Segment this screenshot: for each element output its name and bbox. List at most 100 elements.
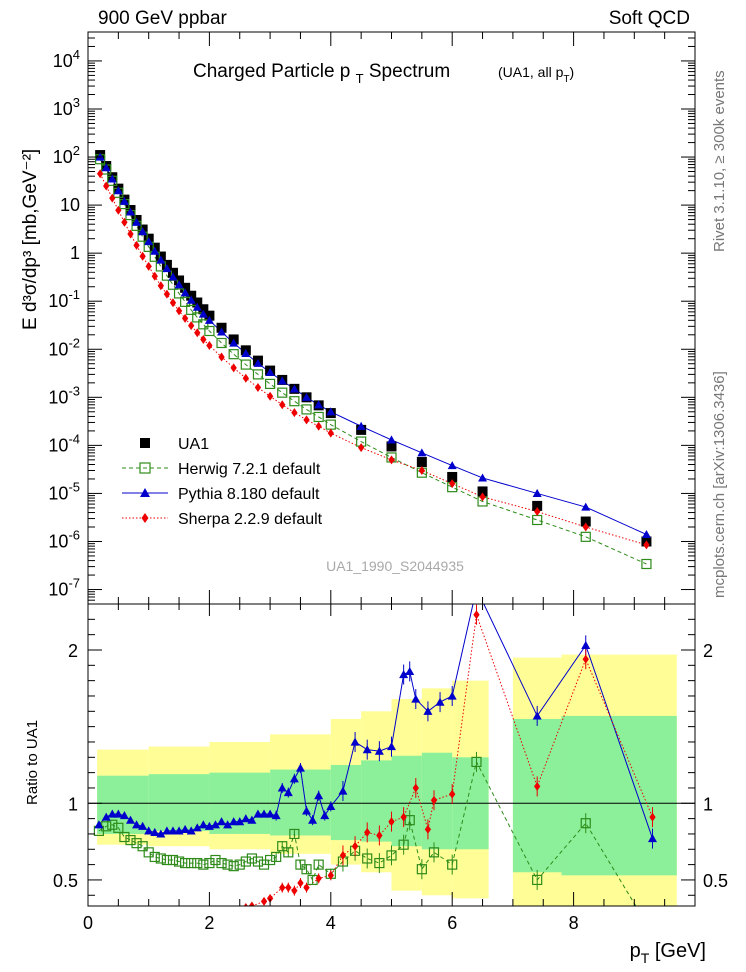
header-left: 900 GeV ppbar <box>98 8 228 29</box>
data-point <box>641 558 652 570</box>
ratio-data-point <box>532 711 542 720</box>
ratio-data-point <box>362 853 373 864</box>
uncertainty-band <box>391 755 422 847</box>
data-point <box>478 473 488 482</box>
legend-marker <box>139 462 151 474</box>
data-point <box>127 229 134 239</box>
ratio-series-line <box>249 614 653 906</box>
y-tick-label: 104 <box>53 47 80 71</box>
legend-marker <box>141 513 149 523</box>
ratio-data-point <box>192 823 202 832</box>
ratio-data-point <box>423 706 433 715</box>
ratio-data-point <box>315 873 322 883</box>
ratio-data-point <box>156 829 166 838</box>
x-tick-label: 6 <box>447 913 457 933</box>
ratio-data-point <box>338 786 348 795</box>
ratio-data-point <box>186 826 196 835</box>
ratio-data-point <box>235 817 245 826</box>
uncertainty-band <box>421 752 453 850</box>
data-point <box>119 196 129 205</box>
ratio-data-point <box>291 886 298 896</box>
ratio-data-point <box>243 903 248 906</box>
legend-marker <box>140 438 150 448</box>
ratio-data-point <box>412 783 419 793</box>
ratio-y-tick-label-right: 2 <box>703 641 713 661</box>
data-point <box>180 288 190 297</box>
rivet-label: Rivet 3.1.10, ≥ 300k events <box>711 70 728 252</box>
ratio-data-point <box>252 856 264 867</box>
ratio-data-point <box>289 774 299 783</box>
uncertainty-band <box>330 764 362 841</box>
data-point <box>416 457 427 468</box>
uncertainty-band <box>561 715 677 876</box>
ratio-data-point <box>326 801 336 810</box>
ratio-data-point <box>229 817 239 826</box>
data-point <box>581 502 591 511</box>
x-tick-label: 8 <box>569 913 579 933</box>
data-point <box>279 400 286 410</box>
ratio-data-point <box>271 851 282 863</box>
data-point <box>240 359 251 370</box>
data-point <box>138 227 148 236</box>
data-point <box>532 514 543 526</box>
ratio-data-point <box>283 847 294 858</box>
data-point <box>253 358 263 367</box>
ratio-data-point <box>581 640 591 649</box>
ratio-data-point <box>404 815 415 826</box>
legend: UA1 Herwig 7.2.1 default Pythia 8.180 defa… <box>122 436 323 528</box>
data-point <box>192 302 202 311</box>
ratio-data-point <box>339 850 347 860</box>
data-point <box>302 392 312 401</box>
ratio-data-point <box>210 820 220 829</box>
y-tick-label: 103 <box>53 95 80 119</box>
data-point <box>107 174 117 183</box>
ratio-data-point <box>180 857 191 869</box>
ratio-data-point <box>350 737 360 746</box>
data-point <box>532 500 543 511</box>
data-point <box>113 186 123 195</box>
data-point <box>477 486 488 497</box>
ratio-data-point <box>308 815 318 824</box>
y-tick-label: 10-1 <box>48 287 80 311</box>
ratio-data-point <box>119 811 129 820</box>
main-plot: 10-7 10-6 10-5 10-4 10-3 10-2 10-1 1 10 102 103 104… <box>20 31 696 605</box>
ratio-data-point <box>416 864 427 875</box>
ratio-data-point <box>471 756 482 767</box>
data-point <box>314 400 324 409</box>
data-point <box>204 325 215 337</box>
x-tick-label: 2 <box>204 913 214 933</box>
data-point <box>188 321 195 331</box>
ratio-data-point <box>241 814 251 823</box>
data-point <box>156 255 166 264</box>
ratio-data-point <box>297 878 304 888</box>
data-point <box>265 378 276 390</box>
data-point <box>277 387 288 398</box>
data-point <box>194 328 201 338</box>
ratio-data-point <box>387 742 396 751</box>
ratio-data-point <box>240 856 251 867</box>
ratio-data-point <box>295 763 305 772</box>
ratio-data-point <box>301 864 312 875</box>
data-point <box>580 516 591 527</box>
ratio-data-point <box>125 834 136 846</box>
ratio-data-point <box>314 791 324 800</box>
ratio-data-point <box>386 850 397 861</box>
mcplots-label: mcplots.cern.ch [arXiv:1306.3436] <box>711 371 728 598</box>
data-point <box>157 281 164 291</box>
ratio-data-point <box>107 819 118 830</box>
data-point <box>532 488 542 498</box>
ratio-data-point <box>216 857 227 869</box>
data-point <box>358 443 365 453</box>
ratio-data-point <box>113 822 124 833</box>
ratio-data-point <box>222 859 233 870</box>
ratio-data-point <box>125 815 135 824</box>
data-point <box>230 363 237 373</box>
ratio-data-point <box>447 859 458 870</box>
data-point <box>198 319 209 330</box>
data-point <box>139 251 146 261</box>
ratio-data-point <box>198 859 209 870</box>
y-tick-label: 10-7 <box>48 576 80 600</box>
ratio-data-point <box>132 820 142 829</box>
ratio-y-tick-label: 0.5 <box>53 871 78 891</box>
